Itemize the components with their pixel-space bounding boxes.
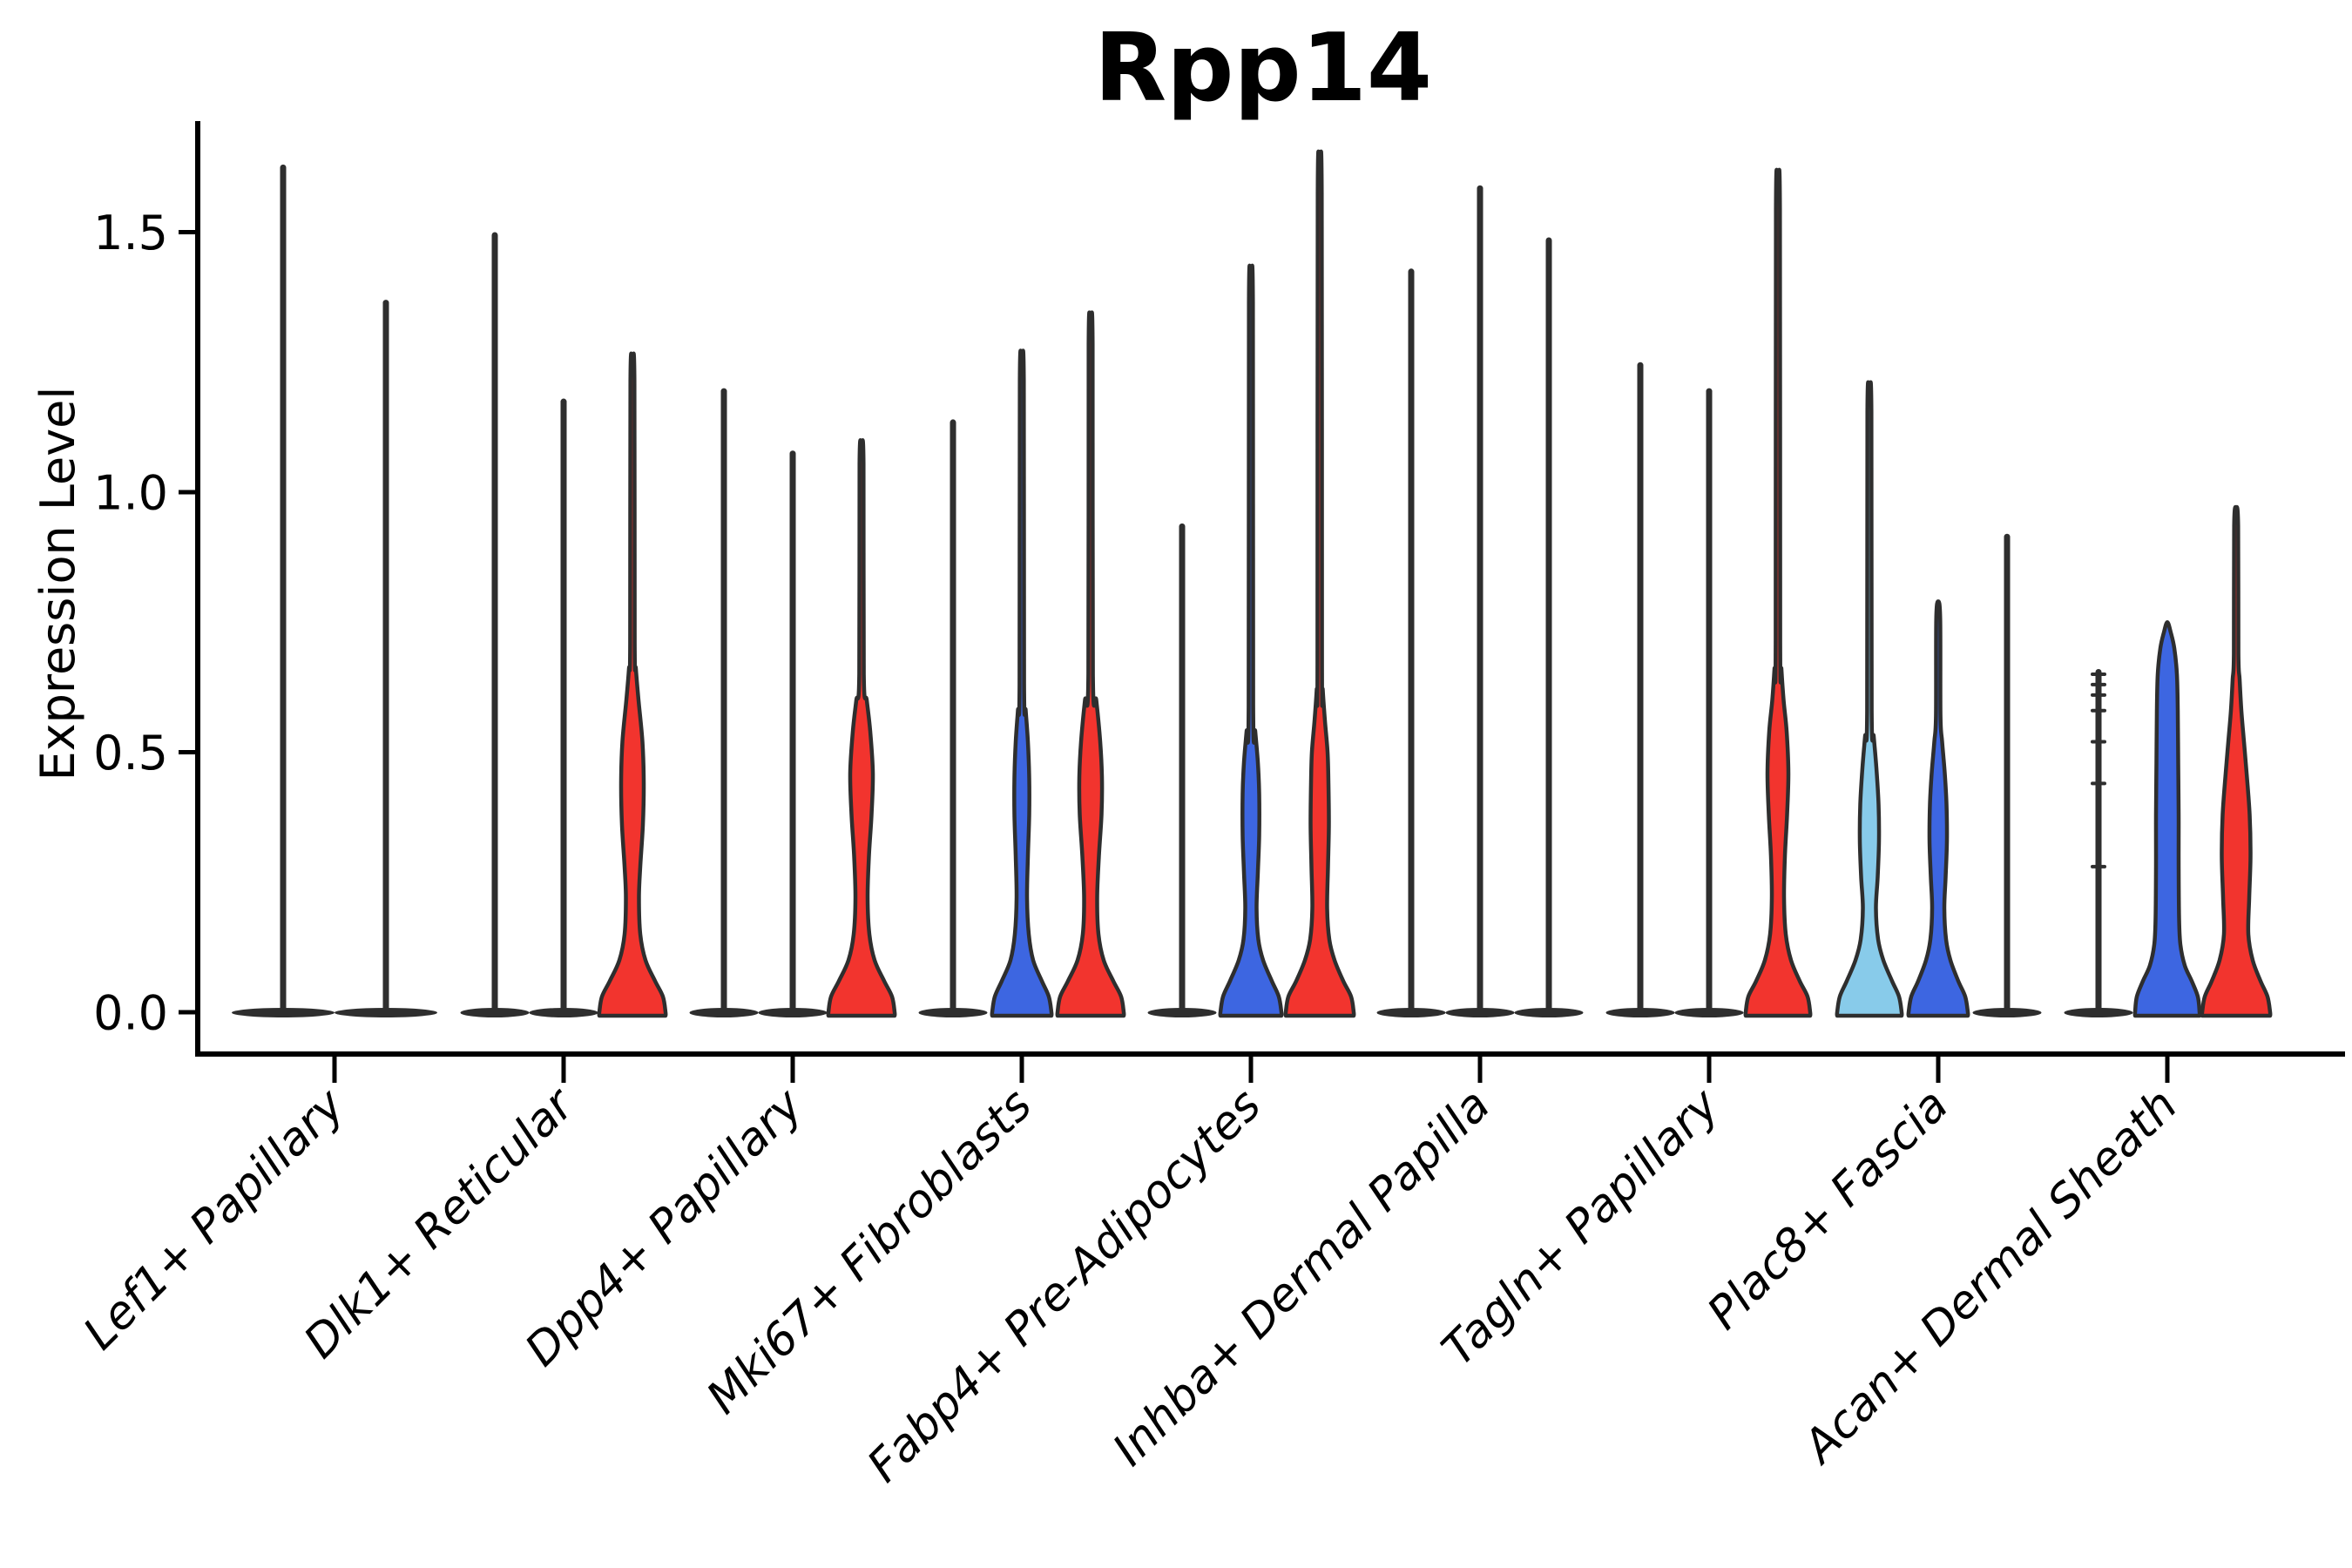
violin-data-dash [2091,682,2106,686]
y-tick-label: 0.0 [93,985,168,1040]
violin-spike [1545,237,1552,1016]
violin-body [2200,504,2273,1018]
violin-spike [2004,533,2011,1015]
violin-spike [1408,268,1415,1015]
violin-spike [720,388,727,1016]
violin-data-dash [2091,708,2106,713]
y-tick-label: 1.5 [93,206,168,260]
violin-spike [280,164,287,1015]
violin-data-dash [2091,864,2106,868]
violin-body [597,351,668,1018]
y-tick-label: 1.0 [93,465,168,520]
violin-spike [560,398,567,1015]
violin-body [1055,310,1126,1018]
violin-body [826,438,897,1018]
violin-spike [789,450,796,1015]
violin-body [1835,380,1904,1018]
violin-spike [1179,523,1186,1015]
violin-body [2132,620,2202,1018]
violin-data-dash [2091,781,2106,786]
violin-spike [1637,362,1644,1015]
violin-body [1283,149,1356,1018]
violin-spike [1477,185,1484,1015]
violin-data-dash [2091,693,2106,697]
violin-body [1906,599,1970,1018]
x-tick-label: Fabp4+ Pre-Adipocytes [858,1079,1272,1493]
x-tick-label: Acan+ Dermal Sheath [1792,1079,2187,1475]
y-tick-label: 0.5 [93,726,168,781]
chart-title: Rpp14 [1093,14,1433,123]
violin-spike [950,419,956,1015]
violin-spike [1706,388,1713,1016]
x-tick-label: Plac8+ Fascia [1698,1079,1958,1340]
violin-spike [2095,668,2102,1015]
violin-body [990,348,1054,1018]
violin-spike [491,232,498,1015]
x-tick-label: Inhba+ Dermal Papilla [1103,1079,1500,1477]
violin-body [1218,263,1284,1018]
violin-data-dash [2091,672,2106,676]
violin-data-dash [2091,740,2106,744]
violin-body [1743,167,1813,1018]
violin-spike [382,300,389,1015]
